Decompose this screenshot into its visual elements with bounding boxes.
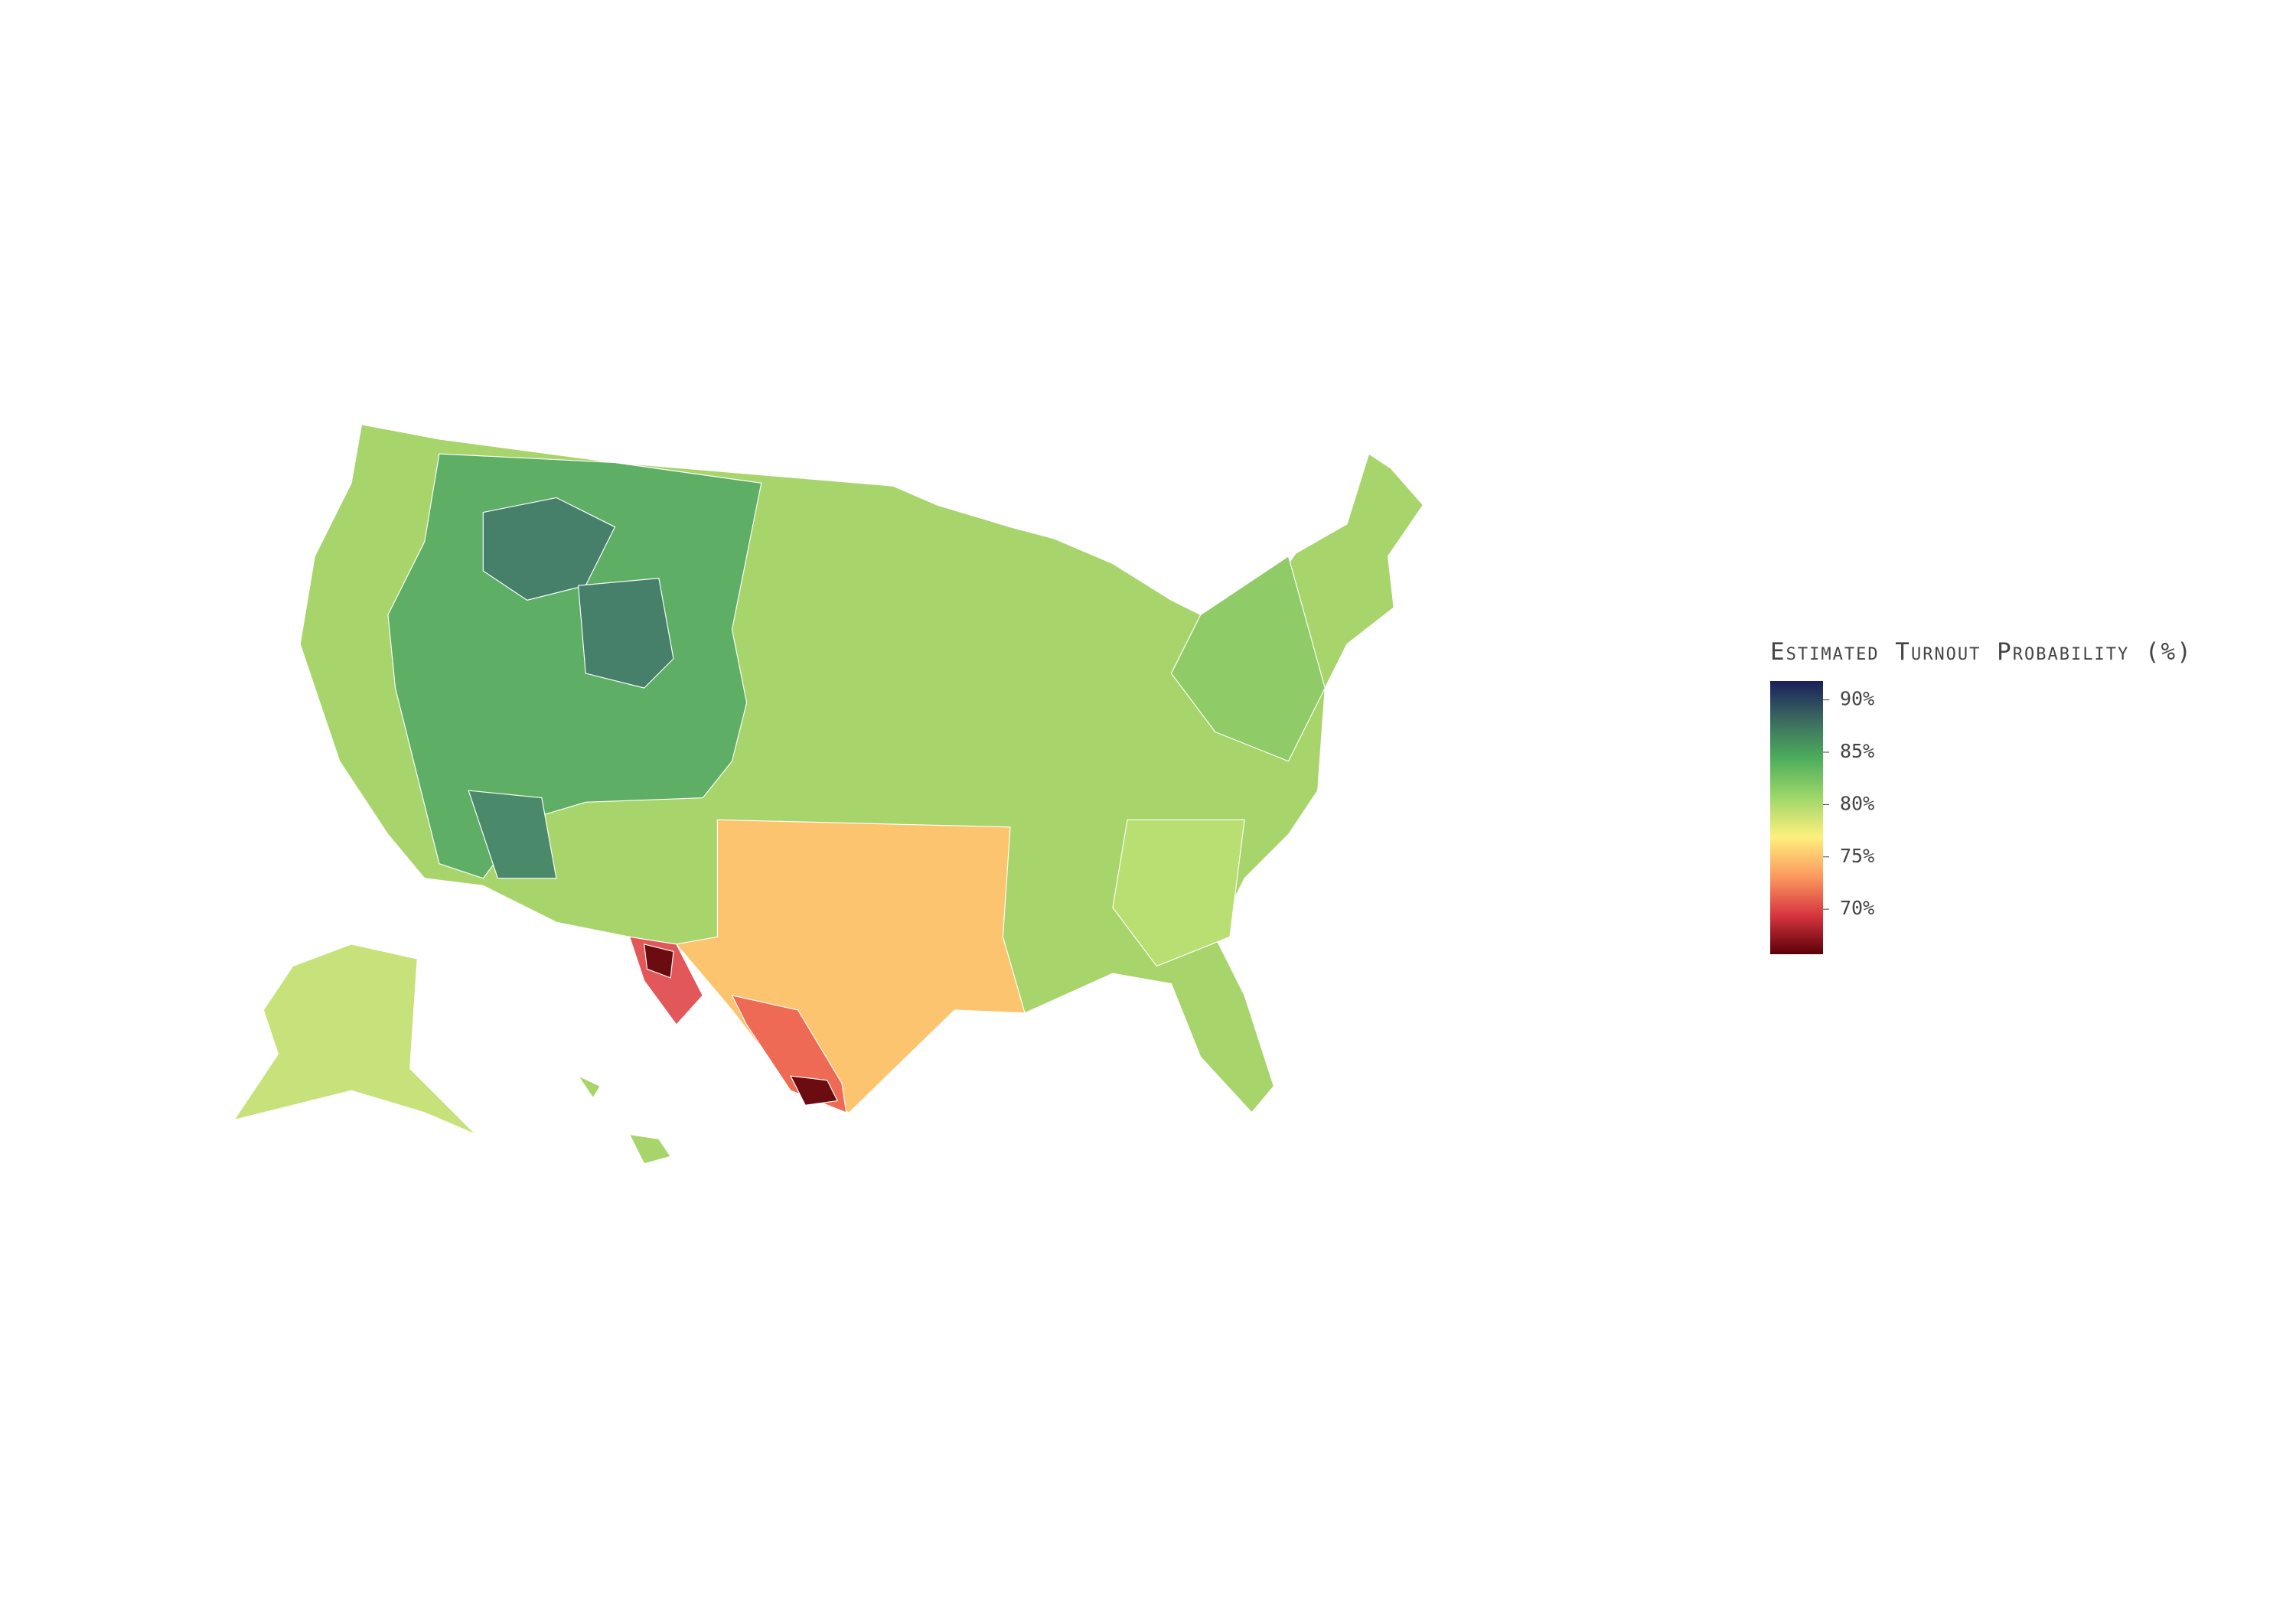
dark-region [468,790,557,879]
tick-label: 75% [1840,845,1874,867]
hawaii [628,1133,672,1165]
dark-red-region [790,1075,839,1106]
colorbar-title: Estimated Turnout Probability (%) [1770,638,2193,666]
dark-red-region [644,944,674,979]
tick-label: 90% [1840,688,1874,710]
tick-label: 70% [1840,897,1874,919]
south-central-region [675,819,1026,1113]
tick-label: 85% [1840,740,1874,762]
hawaii [577,1074,602,1099]
colorbar [1770,681,1823,954]
southeast-region [1112,819,1245,967]
alaska [233,944,477,1136]
map [233,424,1424,1165]
dark-region [578,578,674,689]
mountain-west-region [387,453,762,879]
east-region [1170,556,1326,762]
tick-label: 80% [1840,792,1874,814]
